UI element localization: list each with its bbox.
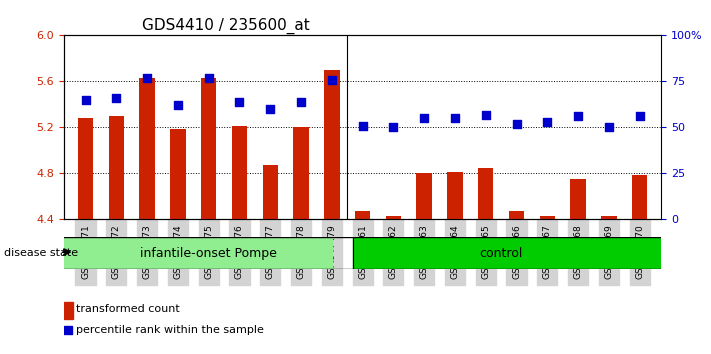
Bar	[602, 216, 616, 219]
Point	[395, 231, 406, 236]
Text: percentile rank within the sample: percentile rank within the sample	[76, 325, 264, 336]
Point	[111, 95, 122, 101]
FancyBboxPatch shape	[64, 237, 332, 269]
Point	[203, 75, 215, 81]
Bar	[109, 116, 124, 219]
Bar	[201, 78, 216, 219]
Bar	[632, 175, 648, 219]
Text: control: control	[479, 247, 523, 259]
Text: infantile-onset Pompe: infantile-onset Pompe	[140, 247, 277, 259]
Point	[234, 99, 245, 104]
Point	[172, 103, 183, 108]
Bar	[324, 70, 340, 219]
Point	[449, 115, 461, 121]
Point	[295, 99, 306, 104]
Text: transformed count: transformed count	[76, 304, 180, 314]
Point	[357, 123, 368, 129]
Point	[387, 125, 399, 130]
Bar	[262, 165, 278, 219]
Bar	[385, 216, 401, 219]
Bar	[447, 172, 463, 219]
FancyBboxPatch shape	[353, 237, 661, 269]
Bar	[570, 179, 586, 219]
Point	[419, 115, 430, 121]
Point	[634, 114, 646, 119]
Point	[80, 97, 91, 103]
Bar	[478, 168, 493, 219]
Bar	[232, 126, 247, 219]
Point	[603, 125, 614, 130]
Text: disease state: disease state	[4, 248, 77, 258]
Point	[326, 77, 338, 82]
Point	[264, 106, 276, 112]
Bar	[64, 302, 73, 319]
Point	[572, 114, 584, 119]
Point	[510, 121, 522, 127]
Bar	[294, 127, 309, 219]
Point	[542, 119, 553, 125]
Bar	[77, 118, 93, 219]
Point	[141, 75, 153, 81]
Bar	[170, 129, 186, 219]
Bar	[509, 211, 524, 219]
Point	[480, 112, 491, 118]
Bar	[139, 78, 155, 219]
Bar	[417, 173, 432, 219]
Bar	[540, 216, 555, 219]
Text: GDS4410 / 235600_at: GDS4410 / 235600_at	[141, 18, 309, 34]
Bar	[355, 211, 370, 219]
